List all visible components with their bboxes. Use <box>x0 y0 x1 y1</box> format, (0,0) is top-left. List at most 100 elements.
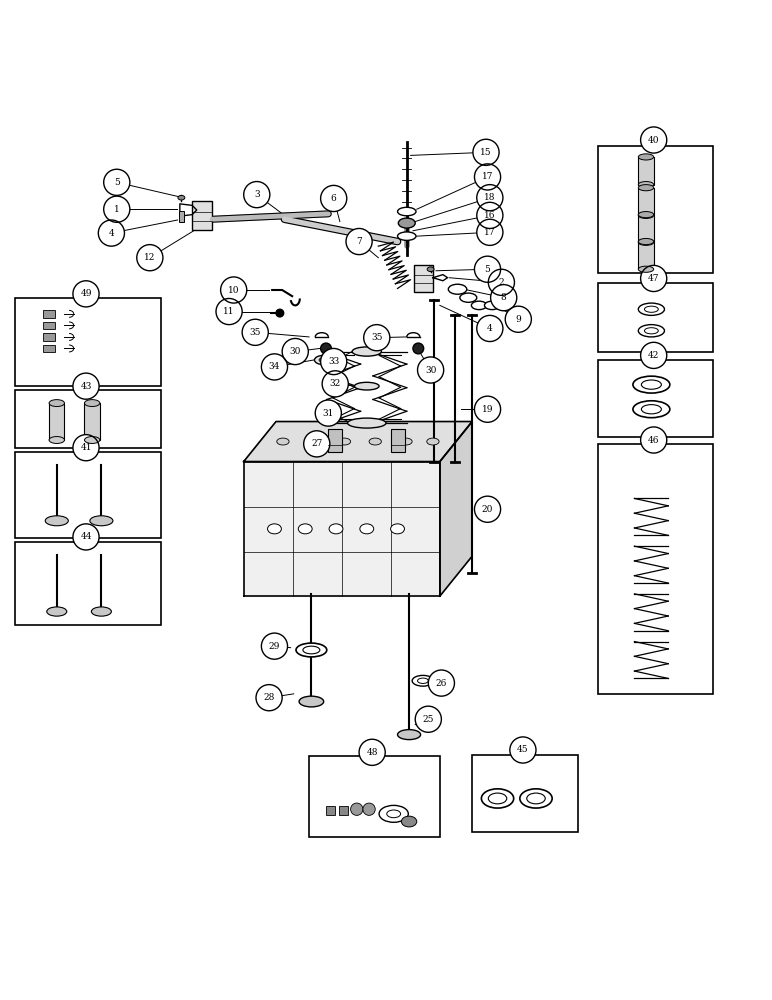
Text: 2: 2 <box>499 278 504 287</box>
Ellipse shape <box>638 212 654 218</box>
Ellipse shape <box>84 437 100 443</box>
Ellipse shape <box>387 810 401 818</box>
Text: 30: 30 <box>425 366 436 375</box>
Circle shape <box>320 185 347 212</box>
Circle shape <box>276 309 283 317</box>
Ellipse shape <box>268 524 281 534</box>
Text: 26: 26 <box>435 679 447 688</box>
Circle shape <box>477 202 503 228</box>
Ellipse shape <box>398 218 415 228</box>
Bar <box>15 390 161 448</box>
Ellipse shape <box>642 380 662 389</box>
Bar <box>598 444 713 694</box>
Circle shape <box>473 139 499 165</box>
Text: 1: 1 <box>114 205 120 214</box>
Circle shape <box>477 315 503 342</box>
Text: 29: 29 <box>269 642 280 651</box>
Ellipse shape <box>314 355 333 365</box>
Bar <box>598 360 713 437</box>
Circle shape <box>346 228 372 255</box>
Circle shape <box>510 737 536 763</box>
Bar <box>391 429 405 452</box>
Bar <box>415 265 433 292</box>
Circle shape <box>221 277 247 303</box>
Ellipse shape <box>638 212 654 218</box>
Text: 18: 18 <box>484 193 496 202</box>
Bar <box>472 755 578 832</box>
Ellipse shape <box>369 438 381 445</box>
Ellipse shape <box>527 793 545 804</box>
Ellipse shape <box>398 232 416 240</box>
Text: 33: 33 <box>328 357 340 366</box>
Ellipse shape <box>638 238 654 245</box>
Circle shape <box>363 803 375 815</box>
Circle shape <box>641 342 667 368</box>
Ellipse shape <box>482 789 513 808</box>
Ellipse shape <box>49 400 65 407</box>
Text: 17: 17 <box>482 172 493 181</box>
Bar <box>309 756 440 837</box>
Ellipse shape <box>485 301 499 310</box>
Bar <box>638 215 654 242</box>
Bar <box>43 310 56 318</box>
Text: 46: 46 <box>648 436 659 445</box>
Ellipse shape <box>427 267 434 272</box>
Circle shape <box>242 319 269 345</box>
Text: 10: 10 <box>228 286 239 295</box>
Circle shape <box>475 256 500 282</box>
Ellipse shape <box>49 437 65 443</box>
Ellipse shape <box>46 516 68 526</box>
Ellipse shape <box>338 438 350 445</box>
Circle shape <box>475 396 500 422</box>
Bar <box>84 403 100 440</box>
Circle shape <box>216 298 242 325</box>
Text: 34: 34 <box>269 362 280 371</box>
Ellipse shape <box>398 730 421 740</box>
Ellipse shape <box>90 516 113 526</box>
Polygon shape <box>244 462 440 596</box>
Circle shape <box>98 220 124 246</box>
Ellipse shape <box>489 793 506 804</box>
Circle shape <box>73 524 99 550</box>
Bar <box>15 298 161 386</box>
Circle shape <box>641 127 667 153</box>
Bar <box>43 333 56 341</box>
Circle shape <box>364 325 390 351</box>
Circle shape <box>137 245 163 271</box>
Circle shape <box>320 343 331 354</box>
Ellipse shape <box>360 524 374 534</box>
Ellipse shape <box>354 382 379 390</box>
Text: 49: 49 <box>80 289 92 298</box>
Ellipse shape <box>84 400 100 407</box>
Circle shape <box>475 164 500 190</box>
Circle shape <box>282 338 308 365</box>
Circle shape <box>477 185 503 211</box>
Circle shape <box>477 219 503 245</box>
Text: 8: 8 <box>501 293 506 302</box>
Circle shape <box>256 685 282 711</box>
Circle shape <box>73 373 99 399</box>
Ellipse shape <box>633 401 670 418</box>
Text: 19: 19 <box>482 405 493 414</box>
Text: 32: 32 <box>330 379 341 388</box>
Ellipse shape <box>91 607 111 616</box>
Ellipse shape <box>178 195 185 200</box>
Ellipse shape <box>460 293 477 302</box>
Ellipse shape <box>307 438 320 445</box>
Text: 45: 45 <box>517 745 529 754</box>
Bar <box>179 211 184 222</box>
Circle shape <box>262 633 287 659</box>
Bar <box>43 322 56 329</box>
Circle shape <box>322 371 348 397</box>
Ellipse shape <box>638 185 654 191</box>
Text: 31: 31 <box>323 409 334 418</box>
Ellipse shape <box>638 303 665 315</box>
Bar <box>598 146 713 273</box>
Ellipse shape <box>642 405 662 414</box>
Bar <box>638 157 654 185</box>
Bar <box>49 403 65 440</box>
Ellipse shape <box>379 805 408 822</box>
Bar <box>638 188 654 215</box>
Text: 11: 11 <box>223 307 235 316</box>
Bar <box>326 806 335 815</box>
